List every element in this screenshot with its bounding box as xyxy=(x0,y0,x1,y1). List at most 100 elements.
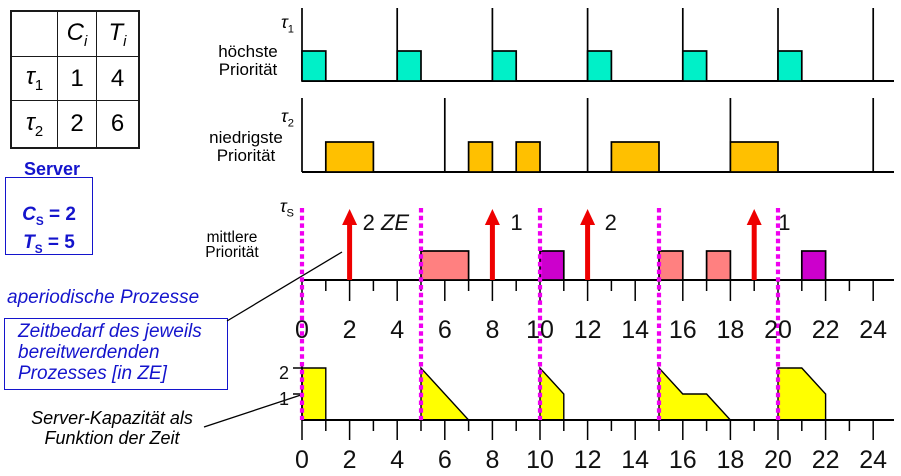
header-c-sub: i xyxy=(84,33,88,50)
server-priority-label: mittlere Priorität xyxy=(186,229,278,261)
server-execution-block xyxy=(658,250,684,281)
server-label-sub: S xyxy=(286,207,294,220)
server-capacity-line: CS = 2 xyxy=(6,204,92,232)
time-axis-number: 0 xyxy=(295,316,309,344)
task2-execution-block xyxy=(467,141,494,173)
capacity-axis-number: 0 xyxy=(295,446,309,474)
callout-connector-capacity xyxy=(203,391,311,428)
task1-priority-label: höchste Priorität xyxy=(198,43,298,78)
time-axis-number: 14 xyxy=(621,316,649,344)
task2-execution-block xyxy=(324,141,375,173)
task1-label-text: τ xyxy=(281,12,288,32)
task1-priority-line-2: Priorität xyxy=(218,59,278,79)
time-axis-number: 4 xyxy=(390,316,404,344)
server-label-text: τ xyxy=(279,196,287,216)
table-task1-name: τ1 xyxy=(10,56,58,101)
capacity-axis-number: 4 xyxy=(390,446,404,474)
task1-execution-block xyxy=(396,50,422,82)
capacity-axis-number: 8 xyxy=(485,446,499,474)
server-execution-block xyxy=(705,250,732,281)
header-t-sub: i xyxy=(123,33,127,50)
callout-line-2: bereitwerdenden xyxy=(18,342,160,363)
header-t-text: T xyxy=(108,18,124,46)
capacity-y-tick-label: 1 xyxy=(279,389,289,409)
task1-execution-block xyxy=(586,50,613,82)
capacity-axis-number: 16 xyxy=(669,446,697,474)
task2-execution-block xyxy=(610,141,660,173)
capacity-y-tick-label: 2 xyxy=(279,363,289,383)
table-task2-t-value: 6 xyxy=(96,100,140,149)
cs-sub: S xyxy=(35,214,44,228)
time-axis-number: 8 xyxy=(485,316,499,344)
capacity-axis-number: 2 xyxy=(343,446,357,474)
task2-priority-label: niedrigste Priorität xyxy=(194,129,298,164)
task2-label-sub: 2 xyxy=(287,117,294,130)
capacity-axis-number: 22 xyxy=(812,446,840,474)
capacity-shape xyxy=(658,366,732,421)
task1-priority-line-1: höchste xyxy=(218,42,278,61)
request-arrow-shaft xyxy=(751,223,757,280)
callout-line-3: Prozesses [in ZE] xyxy=(18,363,167,384)
request-amount-label: 1 xyxy=(778,210,790,235)
server-execution-block xyxy=(420,250,470,281)
task1-execution-block xyxy=(301,50,327,82)
server-priority-line-1: mittlere xyxy=(206,229,258,246)
server-title: Server xyxy=(24,159,81,179)
table-task2-c-value: 2 xyxy=(57,100,97,149)
time-axis-number: 10 xyxy=(526,316,554,344)
capacity-axis-number: 20 xyxy=(764,446,792,474)
time-axis-number: 2 xyxy=(343,316,357,344)
task1-label-sub: 1 xyxy=(287,23,294,36)
request-arrow-head xyxy=(746,209,762,225)
callout-connector-requests xyxy=(226,251,343,322)
capacity-axis-number: 12 xyxy=(574,446,602,474)
task2-label-text: τ xyxy=(281,106,288,126)
capacity-label-line-2: Funktion der Zeit xyxy=(44,428,180,448)
time-axis-number: 20 xyxy=(764,316,792,344)
capacity-axis-number: 18 xyxy=(716,446,744,474)
request-amount-label: 2 xyxy=(605,210,617,235)
server-period-line: TS = 5 xyxy=(6,232,92,260)
capacity-axis-number: 24 xyxy=(859,446,887,474)
server-execution-block xyxy=(539,250,565,281)
time-axis-number: 12 xyxy=(574,316,602,344)
ts-value: = 5 xyxy=(42,231,75,253)
capacity-shape xyxy=(301,367,327,421)
ts-sub: S xyxy=(34,242,43,256)
time-axis-number: 16 xyxy=(669,316,697,344)
ts-symbol: T xyxy=(23,231,35,253)
task1-name-sub: 1 xyxy=(34,77,44,94)
request-arrow-shaft xyxy=(347,223,353,280)
request-demand-callout-box: Zeitbedarf des jeweils bereitwerdenden P… xyxy=(4,318,228,390)
cs-value: = 2 xyxy=(43,204,76,225)
capacity-axis-number: 14 xyxy=(621,446,649,474)
task2-name-sub: 2 xyxy=(34,123,44,140)
request-arrow-head xyxy=(484,209,500,225)
task2-execution-block xyxy=(729,141,779,173)
request-amount-label: 2 ZE xyxy=(363,210,410,235)
task2-execution-block xyxy=(515,141,541,173)
request-arrow-head xyxy=(580,209,596,225)
capacity-axis-number: 10 xyxy=(526,446,554,474)
capacity-label-line-1: Server-Kapazität als xyxy=(31,408,193,428)
request-arrow-shaft xyxy=(489,223,495,280)
task1-execution-block xyxy=(777,50,803,82)
table-task2-name: τ2 xyxy=(10,100,58,149)
table-header-c: Ci xyxy=(57,10,97,57)
server-execution-block xyxy=(800,250,827,281)
generated-diagram-group: 2100224466881010121214141616181820202222… xyxy=(279,8,894,474)
task2-row-label: τ2 xyxy=(258,106,294,130)
capacity-shape xyxy=(777,367,827,421)
request-amount-label: 1 xyxy=(510,210,522,235)
capacity-axis-number: 6 xyxy=(438,446,452,474)
cs-symbol: C xyxy=(22,204,36,225)
table-task1-t-value: 4 xyxy=(96,56,140,101)
server-capacity-label: Server-Kapazität als Funktion der Zeit xyxy=(18,408,206,448)
task1-execution-block xyxy=(681,50,708,82)
task1-row-label: τ1 xyxy=(258,12,294,36)
task1-execution-block xyxy=(491,50,518,82)
header-c-text: C xyxy=(66,18,85,46)
server-params-box: CS = 2 TS = 5 xyxy=(5,177,93,256)
table-task1-c-value: 1 xyxy=(57,56,97,101)
